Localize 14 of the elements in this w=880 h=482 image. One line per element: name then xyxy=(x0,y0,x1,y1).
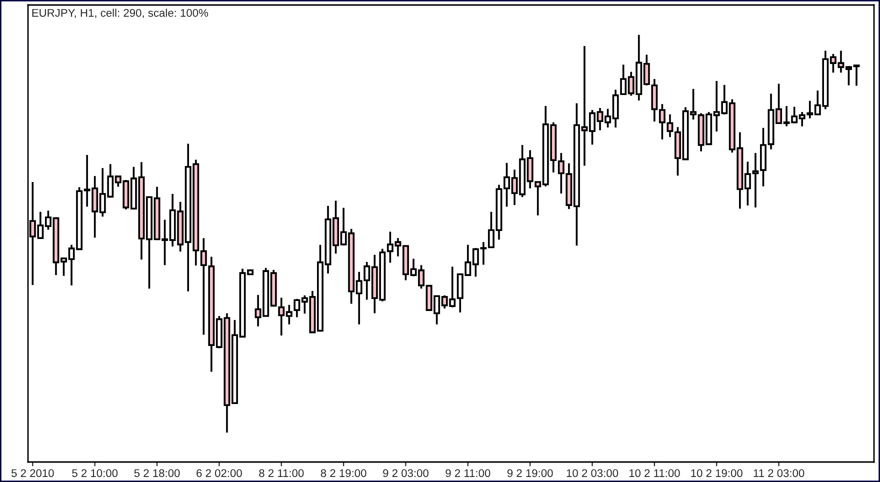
x-tick-label: 9 2 11:00 xyxy=(446,469,490,478)
x-tick-label: 8 2 11:00 xyxy=(259,469,304,478)
x-tick-label: 10 2 19:00 xyxy=(691,469,742,478)
x-tick-label: 5 2 2010 xyxy=(11,469,54,478)
x-tick-label: 6 2 02:00 xyxy=(196,469,242,478)
x-tick-label: 9 2 03:00 xyxy=(383,469,428,478)
x-tick-label: 8 2 19:00 xyxy=(320,469,366,478)
x-tick-label: 9 2 19:00 xyxy=(507,469,553,478)
x-tick-label: 10 2 11:00 xyxy=(629,469,680,478)
x-tick-label: 10 2 03:00 xyxy=(566,469,618,478)
x-tick-label: 5 2 10:00 xyxy=(72,469,118,478)
chart-title: EURJPY, H1, cell: 290, scale: 100% xyxy=(32,8,208,18)
x-tick-label: 11 2 03:00 xyxy=(754,469,804,478)
x-tick-label: 5 2 18:00 xyxy=(134,469,180,478)
